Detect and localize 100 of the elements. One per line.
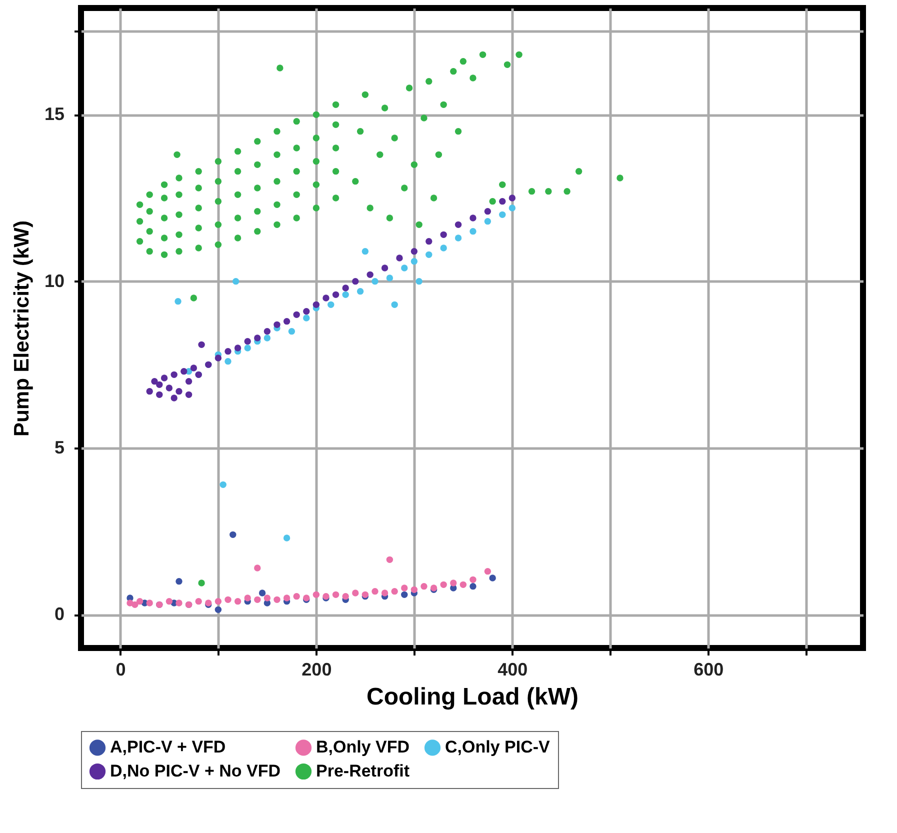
point — [293, 592, 300, 600]
point — [274, 596, 280, 604]
point — [146, 388, 153, 395]
y-tick-label: 10 — [44, 270, 64, 291]
point — [264, 594, 271, 602]
point — [312, 301, 320, 308]
point — [214, 354, 222, 362]
point — [180, 368, 188, 375]
point — [410, 248, 418, 255]
point — [166, 384, 173, 392]
point — [214, 598, 222, 605]
point — [258, 590, 266, 596]
point — [484, 568, 492, 575]
point — [508, 204, 516, 212]
point — [176, 578, 182, 585]
point — [136, 598, 144, 605]
point — [470, 576, 476, 584]
point — [322, 294, 330, 302]
point — [303, 314, 310, 322]
point — [132, 601, 138, 608]
point — [274, 321, 280, 328]
point — [352, 590, 359, 596]
point — [151, 378, 158, 385]
point — [293, 311, 300, 318]
point — [328, 301, 334, 308]
point — [386, 274, 394, 282]
point — [244, 344, 251, 352]
point — [283, 594, 290, 602]
point — [372, 278, 378, 285]
point — [342, 291, 349, 298]
point — [185, 378, 192, 385]
point — [489, 574, 496, 582]
y-tick-label: 0 — [54, 604, 64, 624]
point — [332, 291, 340, 298]
point — [426, 251, 432, 258]
point — [342, 284, 349, 292]
point — [416, 278, 422, 285]
x-axis-title: Cooling Load (kW) — [366, 684, 578, 710]
legend-label: B,Only VFD — [316, 738, 410, 757]
point — [499, 211, 506, 218]
point — [470, 582, 476, 590]
point — [170, 394, 178, 402]
point — [160, 374, 168, 382]
point — [401, 264, 408, 272]
point — [156, 391, 163, 398]
point — [410, 258, 418, 265]
point — [244, 594, 251, 602]
legend-label: D,No PIC-V + No VFD — [110, 762, 280, 780]
point — [214, 606, 222, 614]
y-axis-title: Pump Electricity (kW) — [10, 220, 34, 436]
point — [440, 581, 447, 588]
point — [470, 214, 476, 222]
point — [220, 481, 226, 488]
point — [366, 271, 374, 278]
legend-label: C,Only PIC-V — [445, 738, 551, 757]
y-tick-label: 5 — [54, 438, 64, 458]
point — [372, 588, 378, 595]
y-tick-label: 15 — [44, 104, 64, 124]
point — [450, 580, 457, 586]
point — [244, 338, 251, 345]
point — [234, 598, 242, 605]
legend-label: A,PIC-V + VFD — [110, 738, 226, 757]
legend-label: Pre-Retrofit — [316, 762, 410, 780]
point — [254, 596, 261, 604]
x-tick-label: 0 — [116, 660, 126, 680]
point — [185, 391, 192, 398]
point — [454, 221, 462, 228]
point — [190, 364, 198, 372]
point — [156, 381, 163, 388]
point — [401, 584, 408, 592]
point — [410, 586, 418, 594]
point — [454, 234, 462, 242]
point — [224, 596, 232, 604]
point — [342, 592, 349, 600]
point — [460, 581, 467, 588]
point — [254, 564, 261, 572]
point — [224, 348, 232, 355]
point — [381, 264, 388, 272]
point — [391, 588, 398, 595]
point — [312, 591, 320, 598]
point — [283, 318, 290, 325]
point — [362, 248, 369, 255]
point — [224, 358, 232, 365]
point — [332, 591, 340, 598]
point — [170, 371, 178, 378]
point — [396, 254, 403, 262]
point — [198, 341, 205, 348]
point — [234, 344, 242, 352]
point — [391, 301, 398, 308]
point — [508, 194, 516, 202]
point — [470, 228, 476, 235]
point — [484, 208, 492, 215]
point — [264, 328, 271, 335]
point — [264, 334, 271, 342]
point — [426, 238, 432, 245]
point — [386, 556, 394, 564]
point — [356, 288, 364, 295]
point — [176, 600, 182, 606]
point — [484, 218, 492, 225]
x-tick-label: 600 — [694, 660, 724, 680]
